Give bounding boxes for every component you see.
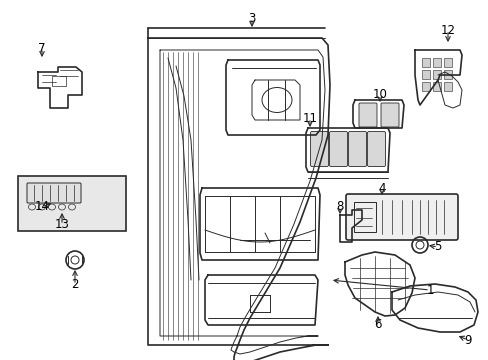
Bar bbox=[421, 82, 429, 91]
Bar bbox=[443, 82, 451, 91]
Text: 13: 13 bbox=[55, 219, 69, 231]
Text: 10: 10 bbox=[372, 89, 386, 102]
Text: 12: 12 bbox=[440, 23, 454, 36]
Bar bbox=[443, 70, 451, 79]
FancyBboxPatch shape bbox=[310, 131, 328, 166]
FancyBboxPatch shape bbox=[367, 131, 385, 166]
Bar bbox=[432, 82, 440, 91]
Text: 5: 5 bbox=[433, 240, 441, 253]
Text: 7: 7 bbox=[38, 41, 46, 54]
FancyBboxPatch shape bbox=[329, 131, 347, 166]
Bar bbox=[432, 58, 440, 67]
Text: 2: 2 bbox=[71, 279, 79, 292]
Bar bbox=[432, 70, 440, 79]
Bar bbox=[52, 76, 66, 86]
Text: 14: 14 bbox=[35, 201, 49, 213]
Bar bbox=[421, 70, 429, 79]
Bar bbox=[421, 58, 429, 67]
Text: 1: 1 bbox=[426, 284, 433, 297]
Text: 9: 9 bbox=[463, 333, 471, 346]
FancyBboxPatch shape bbox=[346, 194, 457, 240]
Bar bbox=[18, 176, 126, 231]
Bar bbox=[443, 58, 451, 67]
Text: 6: 6 bbox=[373, 319, 381, 332]
Text: 8: 8 bbox=[336, 201, 343, 213]
FancyBboxPatch shape bbox=[27, 183, 81, 203]
Text: 4: 4 bbox=[378, 181, 385, 194]
Bar bbox=[353, 202, 375, 232]
FancyBboxPatch shape bbox=[358, 103, 376, 127]
Text: 11: 11 bbox=[302, 112, 317, 125]
Text: 3: 3 bbox=[248, 12, 255, 24]
FancyBboxPatch shape bbox=[380, 103, 398, 127]
FancyBboxPatch shape bbox=[348, 131, 366, 166]
